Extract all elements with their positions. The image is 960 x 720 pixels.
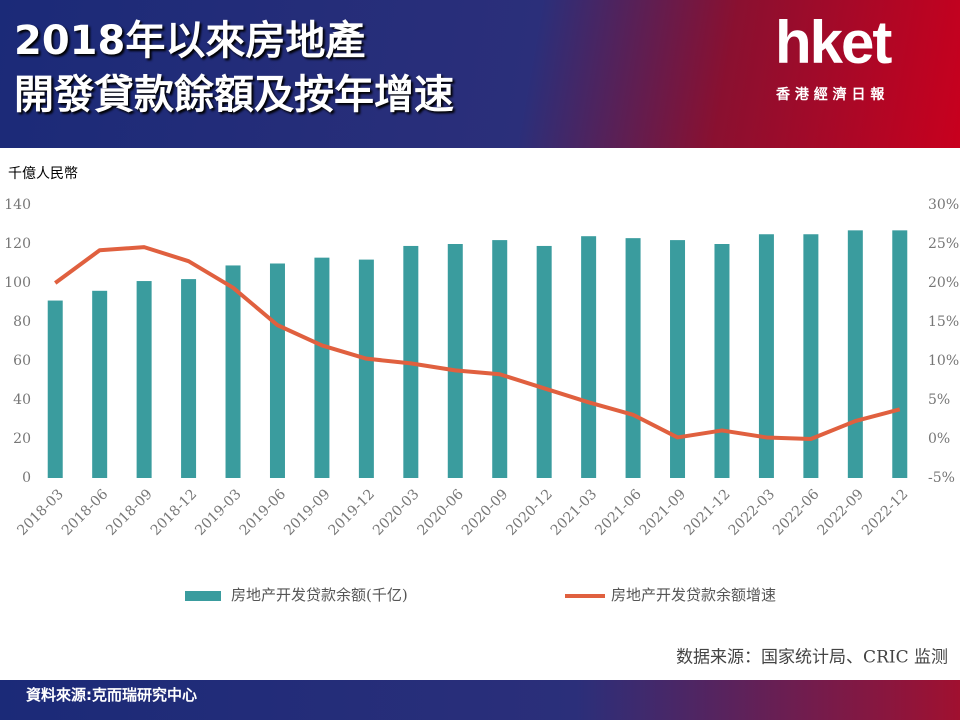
footer: 資料來源:克而瑞研究中心 (0, 680, 960, 720)
y2-tick-label: 10% (928, 353, 959, 369)
bar (92, 290, 108, 478)
y2-tick-label: 0% (928, 431, 950, 447)
bar (358, 259, 374, 478)
bar (892, 230, 908, 478)
bar (625, 238, 641, 478)
bar (181, 279, 197, 478)
y-tick-label: 120 (4, 236, 31, 252)
title-line: 開發貸款餘額及按年增速 (14, 72, 454, 118)
chart-source: 数据来源：国家统计局、CRIC 监测 (676, 648, 948, 668)
footer-source: 資料來源:克而瑞研究中心 (26, 686, 197, 704)
y2-tick-label: 20% (928, 275, 959, 291)
bar (758, 234, 774, 478)
y2-tick-label: -5% (928, 470, 955, 486)
y-tick-label: 20 (13, 431, 31, 447)
legend-label: 房地产开发贷款余额(千亿) (231, 586, 408, 604)
bar (269, 263, 285, 478)
bar (314, 257, 330, 478)
y2-tick-label: 5% (928, 392, 950, 408)
bar (803, 234, 819, 478)
bar (492, 240, 508, 478)
header: 2018年以來房地產 開發貸款餘額及按年增速 hket 香 港 經 濟 日 報 (0, 0, 960, 148)
bar (225, 265, 241, 478)
y-axis-label: 千億人民幣 (8, 166, 78, 182)
bar (714, 244, 730, 478)
title-line: 2018年以來房地產 (14, 18, 366, 64)
y2-tick-label: 30% (928, 197, 959, 213)
line (54, 245, 901, 441)
chart-background (0, 148, 960, 680)
bar (536, 245, 552, 478)
y-tick-label: 140 (4, 197, 31, 213)
logo-subtitle: 香 港 經 濟 日 報 (776, 87, 885, 103)
bar (136, 281, 152, 478)
bar (847, 230, 863, 478)
y-tick-label: 60 (13, 353, 31, 369)
legend-label: 房地产开发贷款余额增速 (611, 586, 776, 604)
bar (581, 236, 597, 478)
y-tick-label: 0 (22, 470, 31, 486)
y-tick-label: 100 (4, 275, 31, 291)
y-tick-label: 80 (13, 314, 31, 330)
bar (447, 244, 463, 478)
bar (670, 240, 686, 478)
chart: 千億人民幣 数据来源：国家统计局、CRIC 监测 0 20 40 60 80 100 120… (0, 148, 960, 680)
logo: hket (775, 9, 892, 76)
legend-swatch (185, 591, 221, 601)
bar (47, 300, 63, 478)
y2-tick-label: 15% (928, 314, 959, 330)
y2-tick-label: 25% (928, 236, 959, 252)
y-tick-label: 40 (13, 392, 31, 408)
